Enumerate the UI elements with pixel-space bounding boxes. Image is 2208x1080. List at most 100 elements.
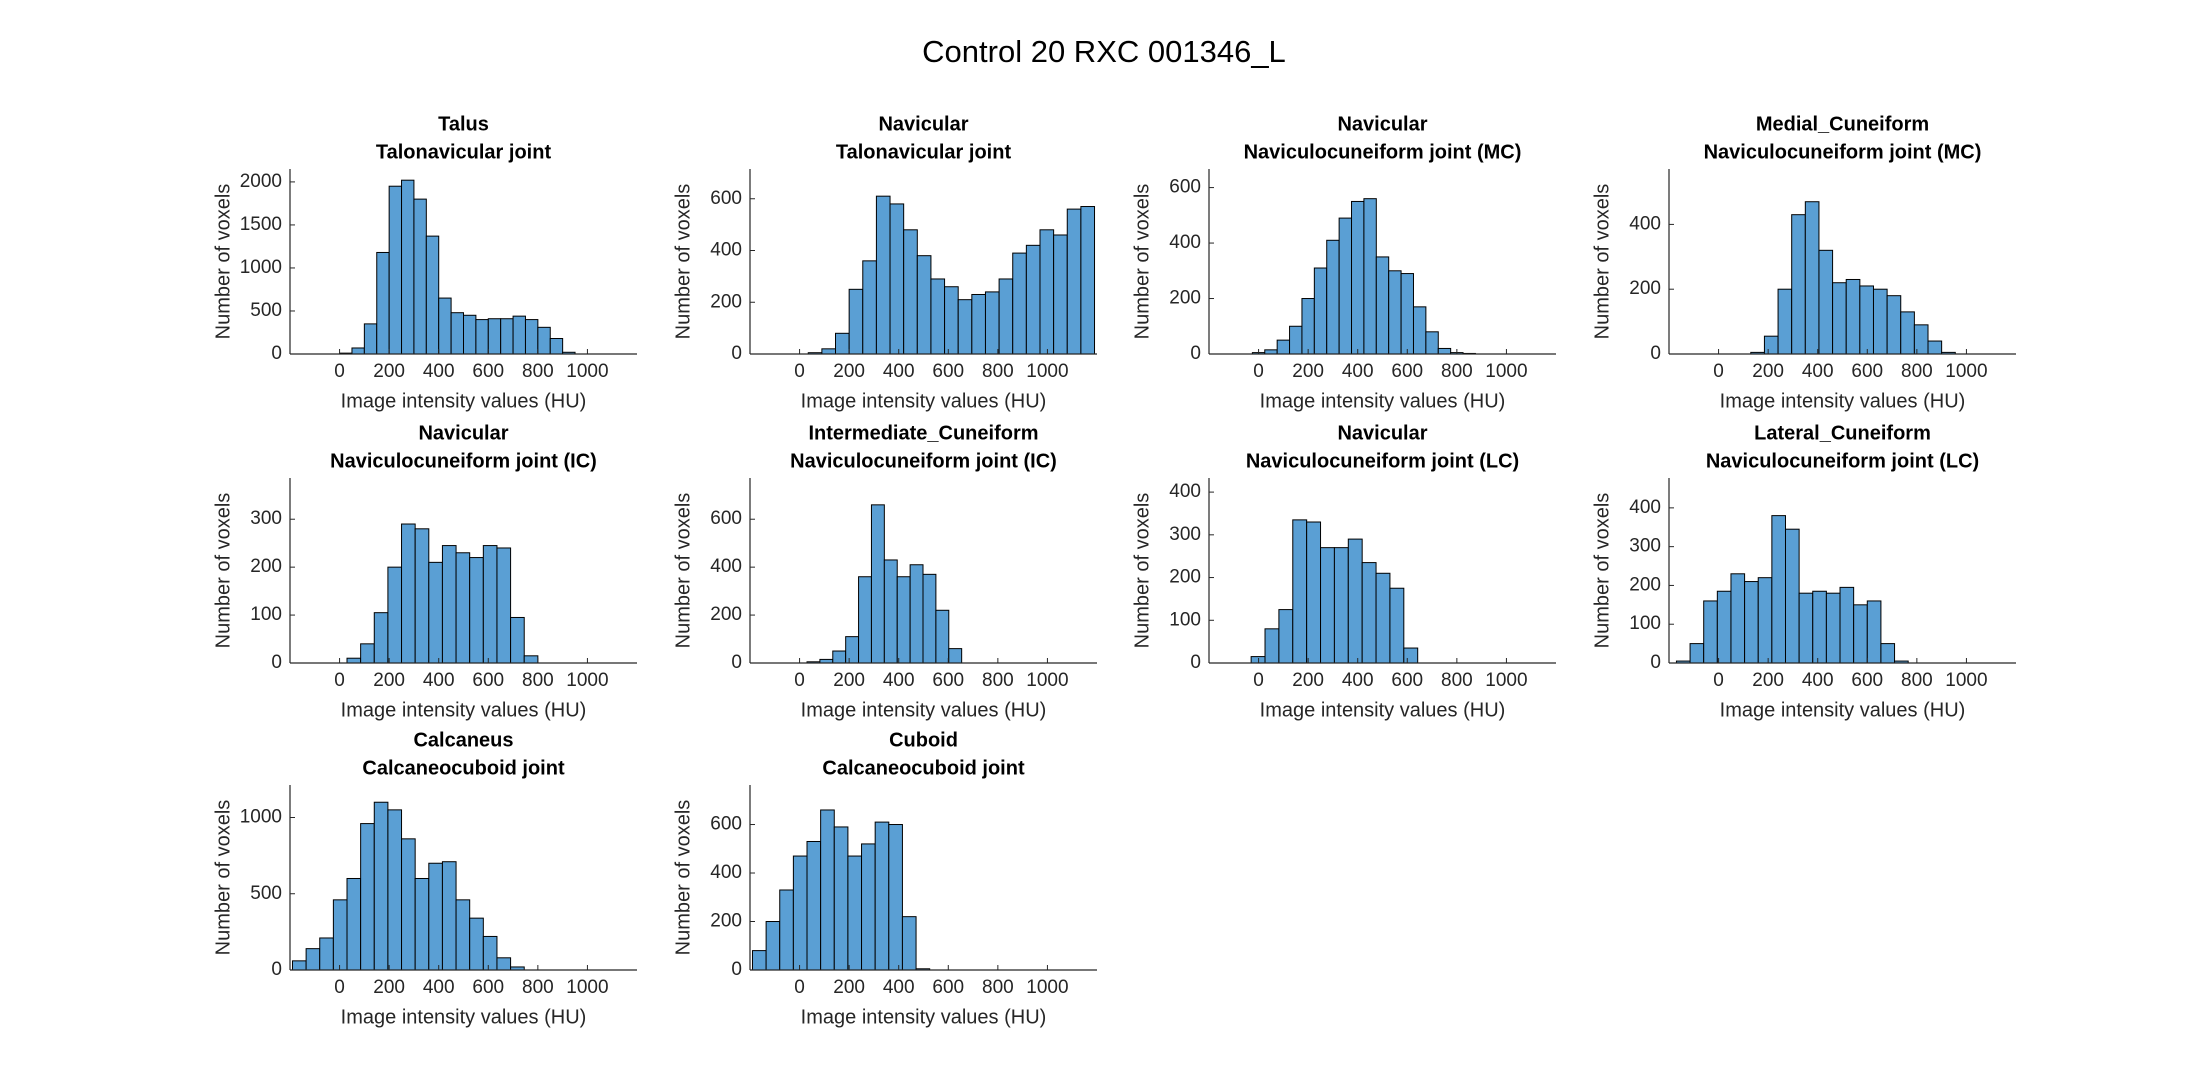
subplot-subtitle: Naviculocuneiform joint (IC) [330,450,597,472]
bar [475,319,489,355]
subplot-title: Calcaneus [413,729,513,751]
bar [765,921,781,971]
bar [903,229,918,355]
bar [998,278,1014,355]
bar [1437,347,1452,355]
x-tick-label: 0 [794,361,805,382]
bar [916,255,932,355]
bar [1025,244,1041,355]
bar [1791,214,1806,355]
y-tick-label: 400 [1629,213,1661,234]
subplot: 0 200 400 600 800 1000 0 100 200 300 400 Lateral_Cu… [1591,422,2016,721]
bar [1757,577,1773,664]
bar [1306,521,1322,664]
bar [1839,586,1855,664]
x-tick-label: 400 [1342,361,1374,382]
bar [1832,282,1847,355]
x-tick-label: 600 [472,670,504,691]
bar [957,299,973,355]
x-tick-label: 800 [982,361,1014,382]
y-tick-label: 200 [1629,278,1661,299]
x-tick-label: 0 [1713,361,1724,382]
y-tick-label: 0 [271,959,282,980]
bar [1400,273,1414,355]
bar [858,576,872,664]
y-tick-label: 400 [710,556,742,577]
x-tick-label: 0 [334,670,345,691]
subplot: 0 200 400 600 800 1000 0 200 400 600 Navicular Talo… [672,113,1097,412]
bar [848,288,864,355]
y-axis-label: Number of voxels [1591,184,1613,340]
bar [1784,528,1800,664]
x-tick-label: 400 [423,977,455,998]
subplot-title: Navicular [1337,113,1427,135]
x-tick-label: 600 [1391,670,1423,691]
bar [1771,515,1786,664]
bar [922,573,937,664]
subplot: 0 200 400 600 800 1000 0 500 1000 Calcaneus Calcan… [212,729,637,1028]
x-tick-label: 0 [794,977,805,998]
bar [832,650,847,664]
x-tick-label: 200 [373,977,405,998]
bar [1363,198,1377,355]
bar [346,877,362,971]
y-axis-label: Number of voxels [1131,493,1153,649]
bar [1798,592,1814,664]
y-axis-label: Number of voxels [212,493,234,649]
x-tick-label: 400 [423,670,455,691]
x-axis-label: Image intensity values (HU) [1260,699,1506,721]
x-tick-label: 1000 [1485,361,1527,382]
bar [1845,278,1861,355]
bar [1276,339,1291,355]
bar [909,564,924,664]
y-axis-label: Number of voxels [672,800,694,956]
x-axis-label: Image intensity values (HU) [801,699,1047,721]
x-axis-label: Image intensity values (HU) [1260,390,1506,412]
y-tick-label: 200 [710,291,742,312]
y-tick-label: 300 [1629,536,1661,557]
bar [1053,234,1068,355]
y-tick-label: 200 [1169,567,1201,588]
subplot: 0 200 400 600 800 1000 0 100 200 300 400 Navicular N… [1131,422,1556,721]
x-tick-label: 600 [1851,361,1883,382]
subplot-title: Navicular [878,113,968,135]
y-axis-label: Number of voxels [672,184,694,340]
x-tick-label: 400 [423,361,455,382]
x-tick-label: 200 [833,670,865,691]
bar [820,809,835,971]
bar [1333,547,1349,664]
bar [833,826,849,971]
y-tick-label: 600 [710,188,742,209]
x-tick-label: 400 [1802,670,1834,691]
x-tick-label: 1000 [566,977,608,998]
bar [948,648,963,664]
bar [888,824,903,971]
bar [1375,256,1390,355]
bar [944,286,959,355]
subplot: 0 200 400 600 800 1000 0 100 200 300 Navicular Navi… [212,422,637,721]
y-axis-label: Number of voxels [212,800,234,956]
y-tick-label: 300 [1169,524,1201,545]
bar [1039,229,1055,355]
bar [1375,572,1391,664]
bar [1412,306,1427,355]
x-tick-label: 200 [373,361,405,382]
bar [1389,587,1405,664]
bar [1278,609,1294,664]
bar [455,552,471,664]
bar [428,862,443,971]
x-tick-label: 1000 [1026,361,1068,382]
bar [1338,217,1353,355]
y-tick-label: 200 [710,911,742,932]
bar [401,838,416,971]
subplot-subtitle: Naviculocuneiform joint (LC) [1706,450,1979,472]
bar [875,195,891,355]
bar [510,616,525,664]
x-axis-label: Image intensity values (HU) [1720,390,1966,412]
y-tick-label: 500 [250,883,282,904]
subplot: 0 200 400 600 800 1000 0 200 400 600 Cuboid Calcane… [672,729,1097,1028]
x-tick-label: 800 [1901,361,1933,382]
x-tick-label: 1000 [1485,670,1527,691]
bar [482,935,498,971]
